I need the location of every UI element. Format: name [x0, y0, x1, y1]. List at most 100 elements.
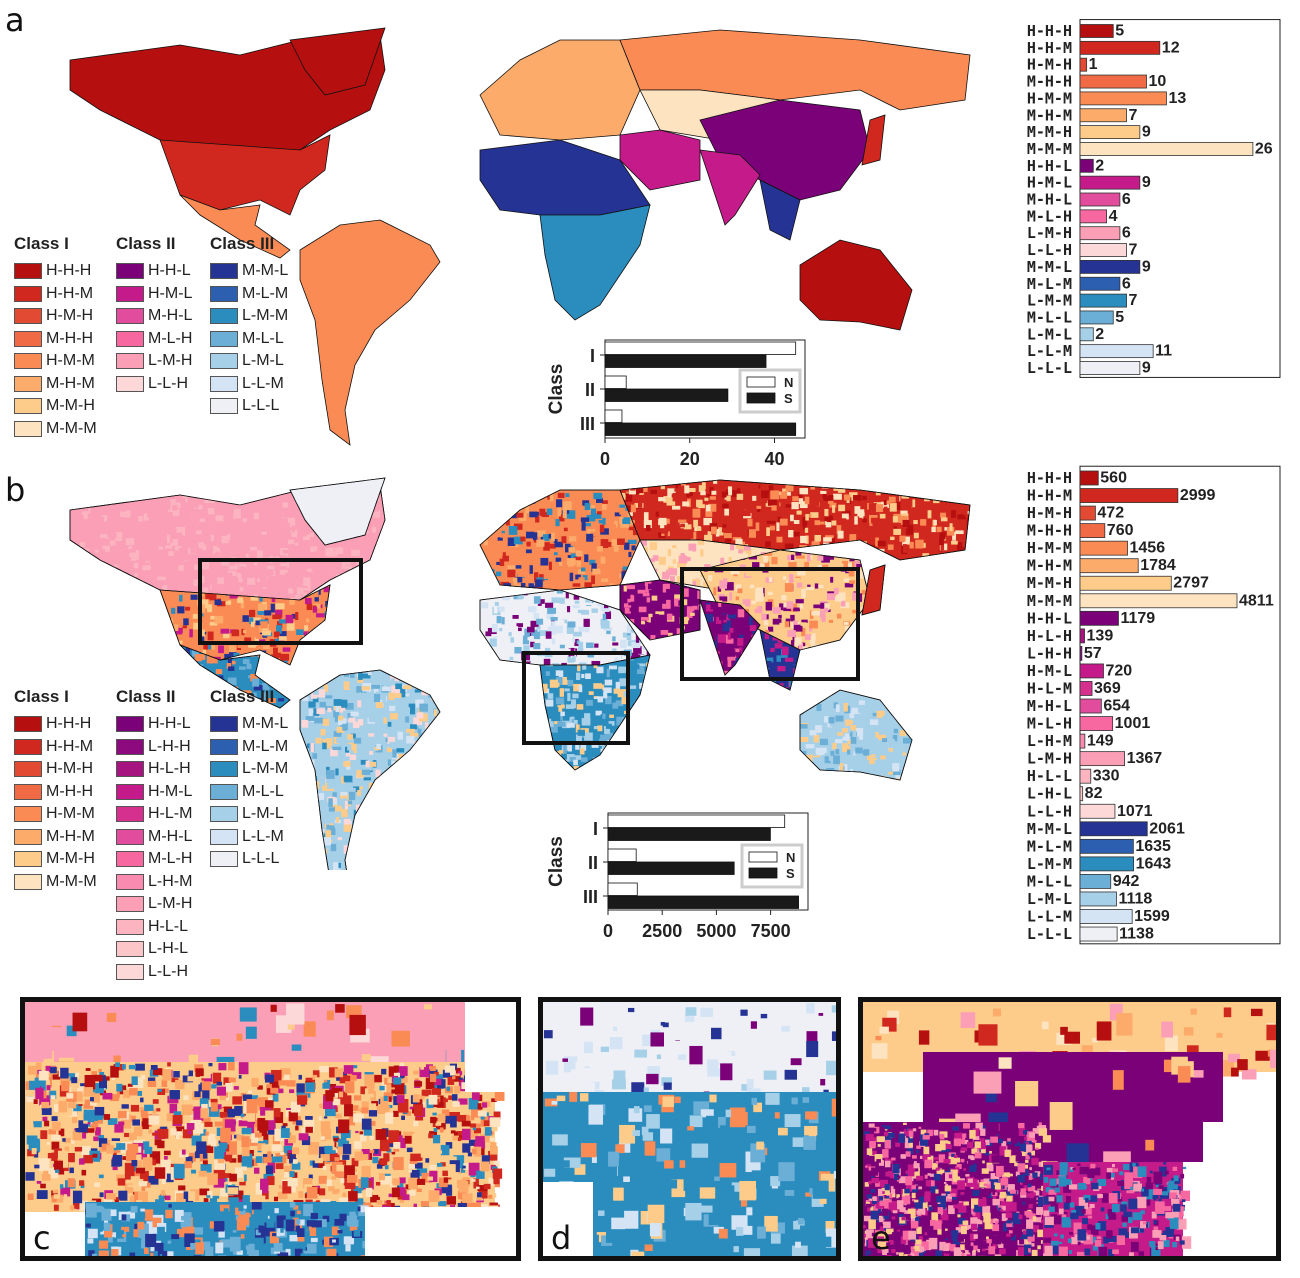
map-cell [273, 670, 278, 680]
map-cell [173, 624, 179, 633]
legend-swatch [210, 761, 238, 778]
legend-swatch [14, 308, 42, 325]
map-cell [484, 498, 493, 505]
map-cell [367, 1100, 372, 1106]
map-cell [408, 845, 414, 854]
map-cell [604, 726, 610, 734]
map-cell [805, 744, 815, 749]
map-cell [160, 553, 169, 562]
map-cell [414, 1162, 423, 1169]
map-cell [571, 719, 576, 723]
map-cell [229, 651, 237, 660]
map-cell [584, 502, 591, 511]
map-cell [814, 520, 821, 526]
map-cell [608, 665, 617, 670]
map-cell [387, 1195, 393, 1202]
legend-class-ii: Class II H-H-L L-H-H H-L-H H-M-L H-L-M M-H-L M-… [116, 687, 212, 983]
map-cell [565, 591, 569, 599]
map-cell [850, 735, 857, 744]
map-cell [318, 777, 326, 786]
map-cell [867, 583, 873, 593]
panel-label-b: b [5, 471, 26, 509]
map-cell [644, 689, 650, 699]
map-cell [169, 636, 174, 645]
map-cell [563, 527, 568, 532]
map-cell [227, 549, 233, 557]
map-cell [253, 594, 259, 598]
map-cell [801, 619, 808, 623]
map-cell [109, 502, 113, 509]
map-cell [688, 625, 697, 633]
category-label: L-M-M [1027, 292, 1072, 310]
map-cell [475, 1136, 485, 1145]
map-cell [800, 737, 809, 742]
map-cell [649, 694, 650, 704]
map-cell [630, 652, 639, 660]
map-cell [420, 1065, 425, 1070]
map-cell [314, 622, 320, 628]
map-cell [513, 523, 523, 530]
map-cell [183, 1095, 189, 1101]
map-cell [205, 1131, 209, 1136]
map-cell [885, 697, 893, 705]
map-cell [413, 717, 423, 726]
map-cell [379, 539, 385, 546]
map-cell [684, 550, 693, 556]
map-cell [249, 609, 256, 617]
map-cell [46, 1142, 51, 1145]
map-cell [875, 504, 884, 513]
map-cell [358, 490, 366, 500]
map-cell [554, 625, 563, 634]
map-cell [501, 530, 505, 535]
bar [1079, 344, 1154, 359]
map-cell [677, 519, 687, 523]
map-cell [718, 653, 724, 661]
map-cell [341, 734, 347, 742]
map-cell [361, 686, 371, 691]
map-cell [967, 511, 970, 515]
map-cell [335, 484, 340, 491]
bar [1079, 361, 1141, 375]
map-cell [252, 678, 260, 687]
map-cell [552, 707, 559, 716]
region-japan [861, 114, 886, 166]
map-cell [184, 509, 188, 514]
map-cell [257, 609, 267, 615]
map-cell [631, 752, 641, 761]
map-cell [889, 559, 894, 560]
map-cell [489, 1137, 496, 1142]
map-cell [588, 505, 596, 512]
map-cell [124, 1132, 130, 1138]
map-cell [719, 596, 728, 602]
map-cell [647, 696, 650, 704]
legend-item: M-M-M [14, 871, 110, 894]
map-cell [577, 664, 581, 672]
category-label: M-H-L [1027, 697, 1072, 715]
map-cell [435, 699, 440, 706]
map-cell [633, 753, 640, 758]
data-label: 1001 [1115, 715, 1151, 732]
map-cell [170, 1128, 182, 1136]
map-cell [237, 1154, 244, 1163]
map-cell [245, 515, 251, 521]
legend-swatch [210, 738, 238, 755]
map-cell [221, 609, 226, 614]
legend-label: H-M-L [148, 284, 193, 302]
map-cell [546, 612, 555, 620]
legend-class-i: Class I H-H-H H-H-M H-M-H M-H-H H-M-M M-H-M M-M… [14, 687, 110, 893]
map-cell [477, 1103, 483, 1110]
map-cell [378, 787, 384, 793]
map-cell [369, 747, 378, 752]
map-cell [316, 689, 326, 698]
map-cell [532, 542, 536, 549]
map-cell [78, 581, 83, 587]
map-cell [639, 743, 645, 747]
map-cell [41, 1107, 52, 1116]
map-cell [114, 1199, 119, 1203]
map-cell [823, 691, 832, 698]
map-cell [391, 765, 400, 770]
map-cell [122, 1156, 129, 1161]
legend-item: M-M-L [210, 713, 306, 736]
map-cell [951, 540, 958, 545]
map-cell [771, 556, 778, 565]
